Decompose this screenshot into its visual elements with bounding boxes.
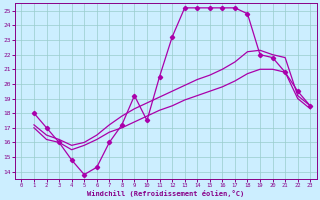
X-axis label: Windchill (Refroidissement éolien,°C): Windchill (Refroidissement éolien,°C): [87, 190, 244, 197]
